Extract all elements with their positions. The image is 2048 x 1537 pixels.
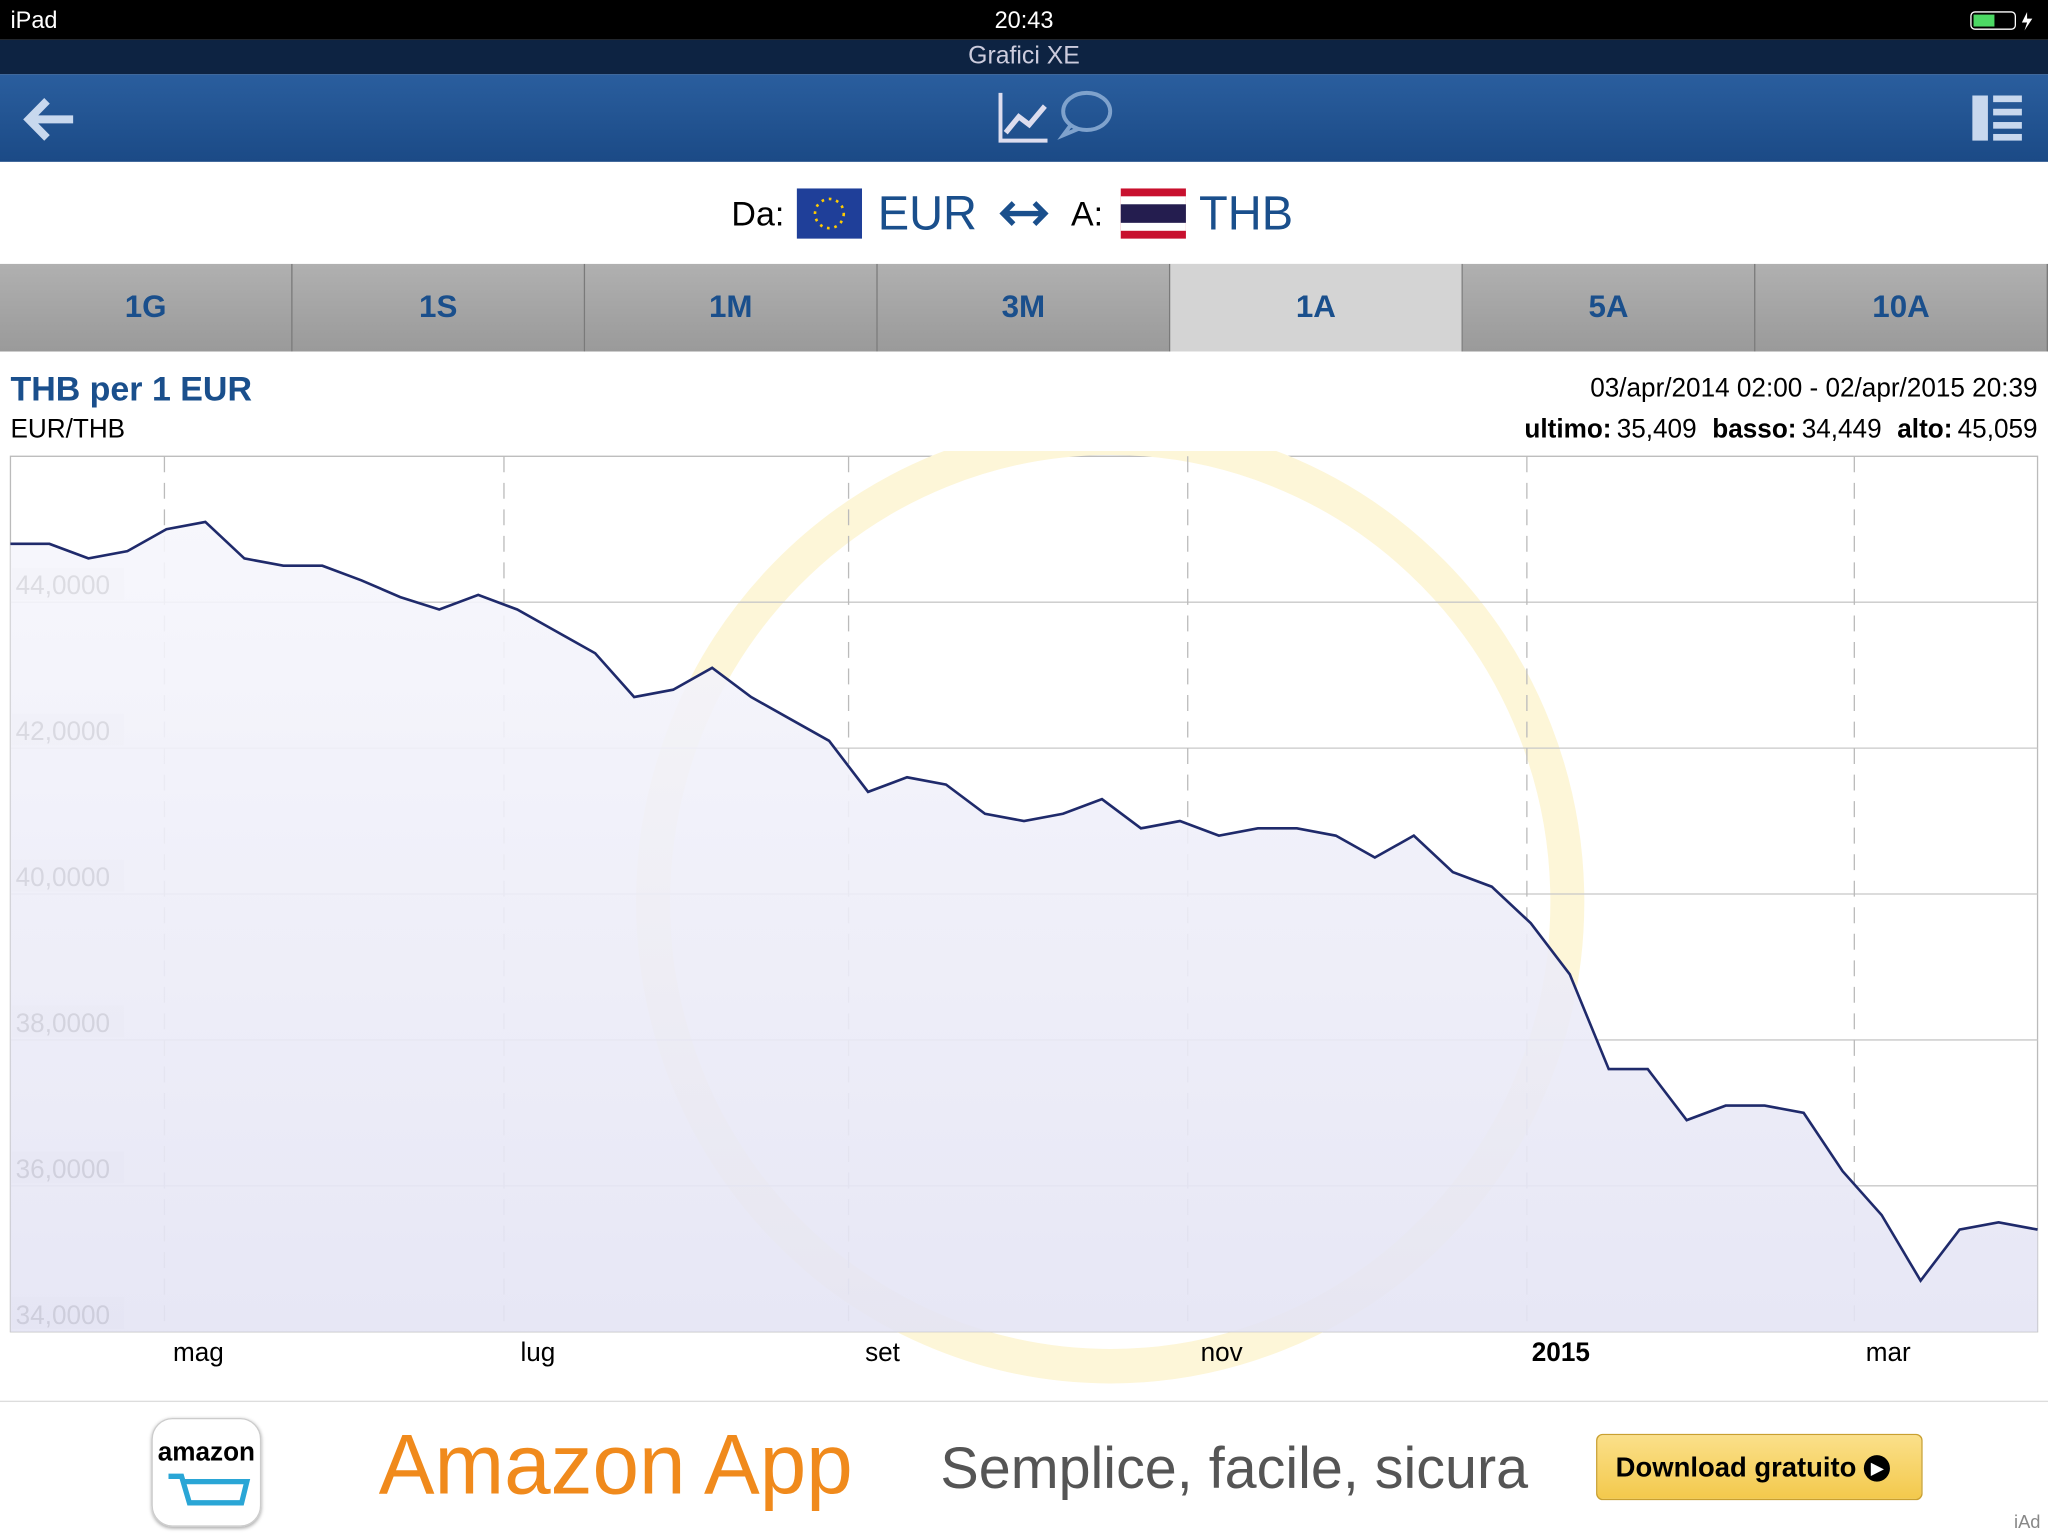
app-title: Grafici XE (0, 39, 2048, 75)
range-tab[interactable]: 3M (877, 263, 1171, 352)
device: iPad (10, 6, 58, 34)
range-tab[interactable]: 5A (1462, 263, 1756, 352)
swap-button[interactable] (998, 196, 1050, 230)
stat-label: basso: (1712, 415, 1797, 445)
ad-tag: iAd (2014, 1510, 2041, 1533)
brand: amazon (157, 1437, 255, 1468)
range-tab[interactable]: 1M (585, 263, 878, 352)
time: 20:43 (994, 6, 1054, 34)
chart: 34,000036,000038,000040,000042,000044,00… (9, 450, 2039, 1384)
line (10, 520, 2038, 1284)
ad-tagline: Semplice, facile, sicura (940, 1436, 1529, 1502)
chart-title: THB per 1 EUR (10, 368, 252, 409)
range-tab[interactable]: 10A (1755, 263, 2048, 352)
range-tabs: 1G 1S 1M 3M 1A 5A 10A (0, 263, 2048, 352)
status-bar: iPad 20:43 (0, 0, 2048, 40)
x-tick-label: lug (521, 1337, 556, 1367)
range-tab[interactable]: 1S (292, 263, 586, 352)
stats: ultimo: 35,409 basso: 34,449 alto: 45,059 (1524, 415, 2037, 446)
eu-flag[interactable] (796, 188, 863, 239)
to-currency[interactable]: THB (1199, 185, 1294, 241)
x-tick-label: mar (1866, 1337, 1911, 1367)
ad-banner[interactable]: amazon Amazon App Semplice, facile, sicu… (0, 1400, 2048, 1537)
date-range: 03/apr/2014 02:00 - 02/apr/2015 20:39 (1590, 374, 2038, 404)
x-tick-label: set (865, 1337, 901, 1367)
range-tab[interactable]: 1A (1170, 263, 1463, 352)
range-tab[interactable]: 1G (0, 263, 293, 352)
x-tick-label: nov (1201, 1337, 1244, 1367)
x-tick-label: 2015 (1532, 1337, 1590, 1367)
currency-selector: Da: EUR A: THB (0, 162, 2048, 264)
area (10, 521, 2038, 1332)
to-label: A: (1071, 193, 1104, 234)
chart-header: THB per 1 EUR EUR/THB 03/apr/2014 02:00 … (0, 358, 2048, 451)
from-currency[interactable]: EUR (877, 185, 977, 241)
stat-label: alto: (1897, 415, 1953, 445)
th-flag[interactable] (1120, 188, 1186, 239)
stat-value: 35,409 (1616, 415, 1697, 445)
stat-value: 45,059 (1957, 415, 2038, 445)
menu-button[interactable] (1972, 93, 2024, 143)
button-label: Download gratuito (1615, 1452, 1857, 1483)
nav-bar (0, 74, 2048, 162)
cart (168, 1473, 251, 1506)
chart-icon[interactable] (995, 90, 1115, 146)
amazon-icon[interactable]: amazon (151, 1417, 262, 1527)
battery (1970, 11, 2033, 31)
back-button[interactable] (21, 93, 78, 146)
x-tick-label: mag (173, 1337, 224, 1367)
download-button[interactable]: Download gratuito ▶ (1596, 1433, 1923, 1501)
stat-label: ultimo: (1524, 415, 1612, 445)
stat-value: 34,449 (1801, 415, 1882, 445)
ad-headline: Amazon App (378, 1416, 853, 1513)
pair: EUR/THB (10, 415, 126, 445)
from-label: Da: (731, 193, 785, 234)
